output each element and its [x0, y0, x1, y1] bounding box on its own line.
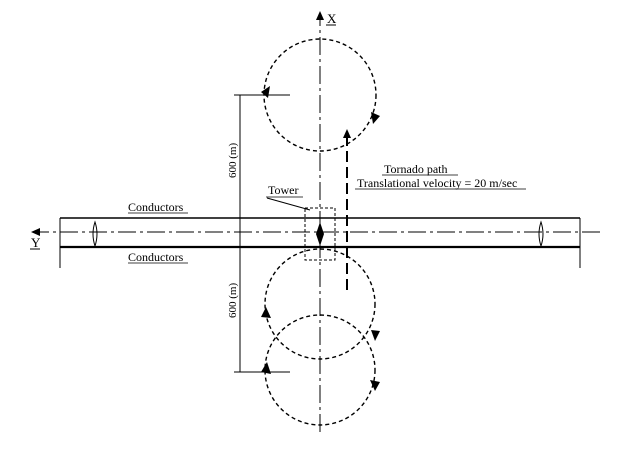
- velocity-label: Translational velocity = 20 m/sec: [357, 176, 517, 190]
- y-axis-label: Y: [31, 235, 41, 250]
- dimension-lower-label: 600 (m): [227, 283, 239, 318]
- tower-symbol: [316, 222, 324, 246]
- insulator-left: [92, 220, 98, 248]
- tower-leader-line: [266, 197, 311, 211]
- dimension-upper-label: 600 (m): [227, 143, 239, 178]
- tower-label: Tower: [268, 183, 298, 197]
- rotation-arrow-icon: [370, 380, 380, 391]
- tornado-circle-lower-a: [261, 248, 380, 360]
- rotation-arrow-icon: [371, 112, 380, 124]
- conductors-bottom-label: Conductors: [128, 250, 184, 264]
- x-axis-label: X: [327, 11, 337, 26]
- rotation-arrow-icon: [261, 86, 270, 98]
- insulator-right: [538, 220, 544, 248]
- tower-box: [304, 207, 336, 261]
- tornado-path-label: Tornado path: [384, 162, 447, 176]
- rotation-arrow-icon: [371, 330, 380, 341]
- tornado-circle-top: [261, 38, 380, 152]
- tornado-circle-lower-b: [261, 314, 380, 426]
- rotation-arrow-icon: [261, 307, 271, 318]
- conductors-top-label: Conductors: [128, 200, 184, 214]
- rotation-arrow-icon: [261, 362, 271, 374]
